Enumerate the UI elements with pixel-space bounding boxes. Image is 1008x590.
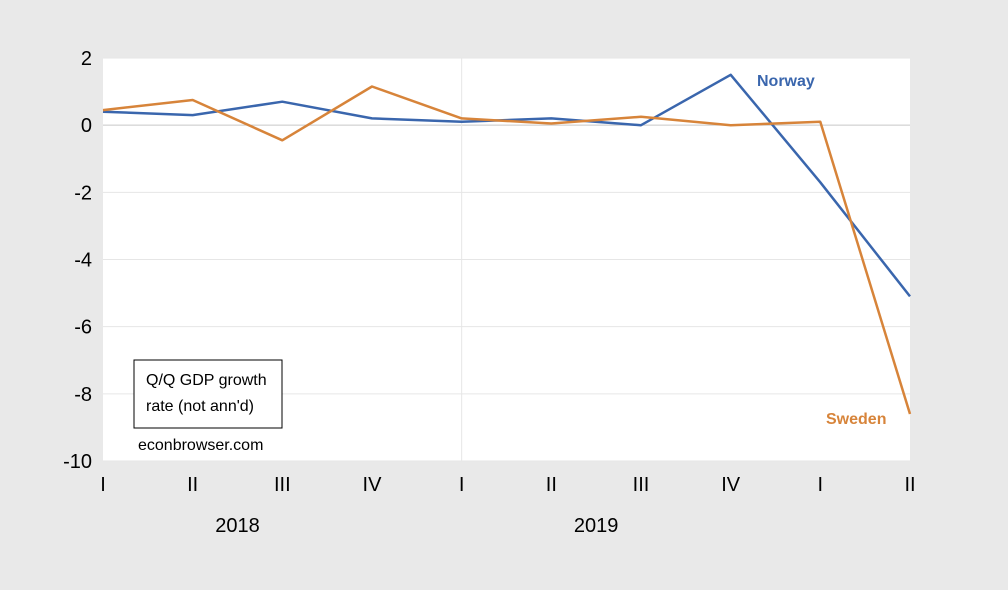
x-tick-label: IV (363, 474, 383, 496)
source-label: econbrowser.com (138, 437, 263, 454)
year-label: 2018 (215, 515, 260, 537)
y-tick-label: -8 (74, 384, 92, 406)
series-labels: Norway Sweden (757, 73, 886, 428)
annotation-line-2: rate (not ann'd) (146, 398, 254, 415)
gridlines (103, 57, 910, 462)
x-tick-label: I (100, 474, 106, 496)
y-tick-label: -4 (74, 250, 92, 272)
x-tick-label: III (633, 474, 650, 496)
y-tick-label: -2 (74, 182, 92, 204)
y-axis-tick-labels: 2 0 -2 -4 -6 -8 -10 (63, 48, 92, 473)
y-tick-label: -10 (63, 451, 92, 473)
year-labels: 2018 2019 (215, 515, 618, 537)
annotation-box: Q/Q GDP growth rate (not ann'd) (133, 359, 283, 429)
x-tick-label: II (546, 474, 557, 496)
x-tick-label: I (459, 474, 465, 496)
x-tick-label: II (904, 474, 915, 496)
y-tick-label: 2 (81, 48, 92, 70)
y-tick-label: -6 (74, 317, 92, 339)
annotation-line-1: Q/Q GDP growth (146, 372, 267, 389)
x-tick-label: IV (721, 474, 741, 496)
y-tick-label: 0 (81, 115, 92, 137)
x-axis-tick-labels: I II III IV I II III IV I II (100, 474, 915, 496)
x-tick-label: I (818, 474, 824, 496)
year-label: 2019 (574, 515, 619, 537)
series-lines (102, 73, 912, 415)
x-tick-label: II (187, 474, 198, 496)
series-label-norway: Norway (757, 73, 815, 90)
x-tick-label: III (274, 474, 291, 496)
annotation-frame (133, 359, 283, 429)
series-label-sweden: Sweden (826, 411, 886, 428)
series-line-sweden (102, 85, 912, 415)
